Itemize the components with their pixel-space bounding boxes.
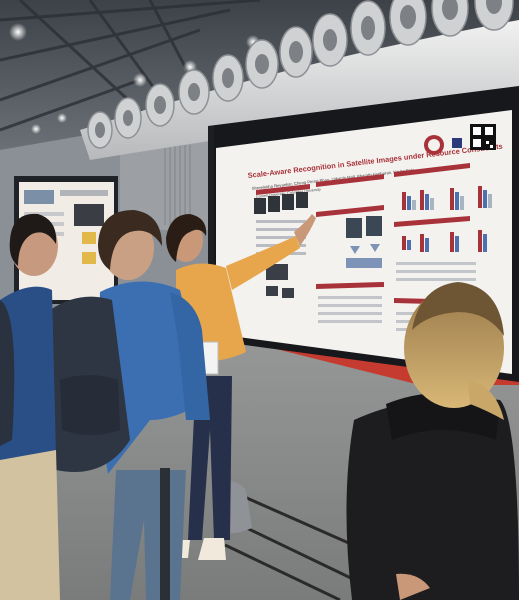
- visitor-with-backpack: [46, 210, 210, 600]
- poster-stand-base: [224, 493, 361, 600]
- ceiling-lamp: [133, 73, 147, 87]
- ceiling-lamp: [9, 23, 27, 41]
- ceiling-lamp: [57, 113, 67, 123]
- visitor-hoodie: [346, 282, 519, 600]
- visitor-left: [0, 213, 60, 600]
- ventilation-duct: [80, 0, 519, 160]
- crown-logo-icon: [452, 138, 462, 148]
- qr-code-icon: [470, 124, 496, 150]
- poster-affiliation: Cornell University, Columbia University: [256, 187, 321, 198]
- poster-bar-charts: [402, 186, 492, 252]
- ceiling-lamp: [31, 124, 41, 134]
